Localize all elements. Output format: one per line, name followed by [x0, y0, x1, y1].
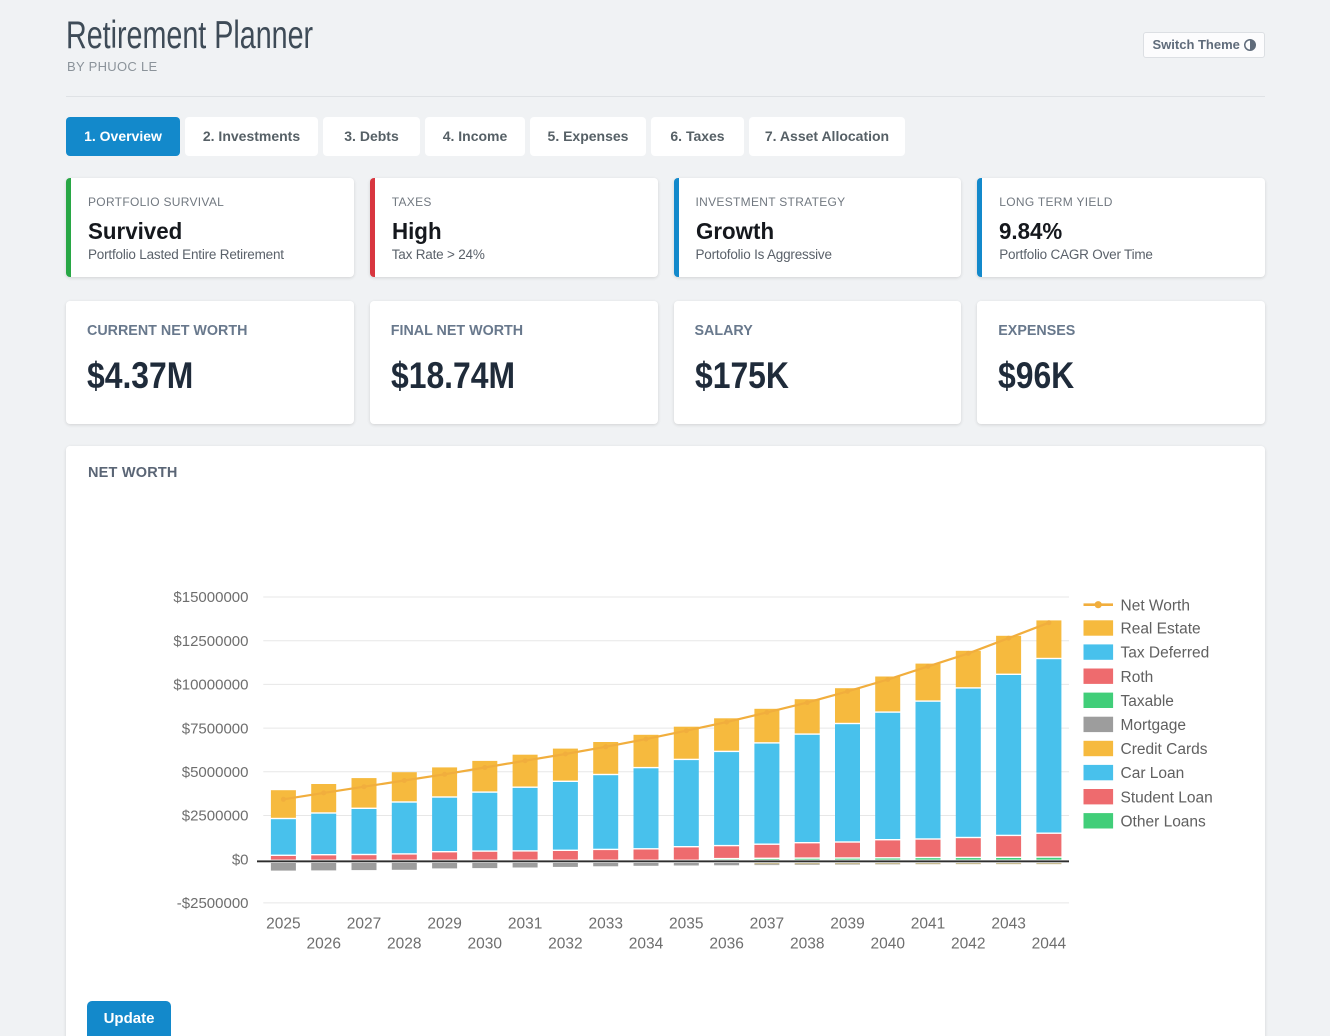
svg-text:$10000000: $10000000 — [173, 677, 248, 694]
svg-text:2033: 2033 — [588, 916, 622, 933]
svg-text:-$2500000: -$2500000 — [177, 895, 249, 912]
svg-text:$15000000: $15000000 — [173, 589, 248, 606]
svg-text:2031: 2031 — [508, 916, 542, 933]
svg-text:2030: 2030 — [468, 936, 503, 953]
svg-text:2026: 2026 — [306, 936, 340, 953]
svg-text:2032: 2032 — [548, 936, 582, 953]
svg-text:Roth: Roth — [1121, 669, 1154, 686]
svg-text:$7500000: $7500000 — [182, 720, 249, 737]
svg-text:Taxable: Taxable — [1121, 693, 1174, 710]
svg-text:2041: 2041 — [911, 916, 945, 933]
svg-text:$2500000: $2500000 — [182, 808, 249, 825]
svg-text:2040: 2040 — [871, 936, 906, 953]
svg-text:Real Estate: Real Estate — [1121, 621, 1201, 638]
svg-text:Tax Deferred: Tax Deferred — [1121, 645, 1210, 662]
svg-text:2042: 2042 — [951, 936, 985, 953]
svg-text:2036: 2036 — [709, 936, 743, 953]
svg-text:Other Loans: Other Loans — [1121, 813, 1207, 830]
svg-text:2039: 2039 — [830, 916, 864, 933]
svg-text:2044: 2044 — [1032, 936, 1067, 953]
svg-text:2028: 2028 — [387, 936, 421, 953]
svg-text:Student Loan: Student Loan — [1121, 789, 1213, 806]
svg-text:Net Worth: Net Worth — [1121, 597, 1191, 614]
svg-text:2038: 2038 — [790, 936, 824, 953]
svg-text:2027: 2027 — [347, 916, 381, 933]
svg-text:2035: 2035 — [669, 916, 703, 933]
svg-text:$5000000: $5000000 — [182, 764, 249, 781]
svg-text:Credit Cards: Credit Cards — [1121, 741, 1208, 758]
svg-text:2043: 2043 — [991, 916, 1025, 933]
svg-text:2037: 2037 — [750, 916, 784, 933]
svg-text:Mortgage: Mortgage — [1121, 717, 1186, 734]
svg-text:2034: 2034 — [629, 936, 664, 953]
svg-text:$0: $0 — [232, 851, 249, 868]
svg-text:Car Loan: Car Loan — [1121, 765, 1185, 782]
svg-text:$12500000: $12500000 — [173, 633, 248, 650]
svg-text:2025: 2025 — [266, 916, 300, 933]
svg-text:2029: 2029 — [427, 916, 461, 933]
